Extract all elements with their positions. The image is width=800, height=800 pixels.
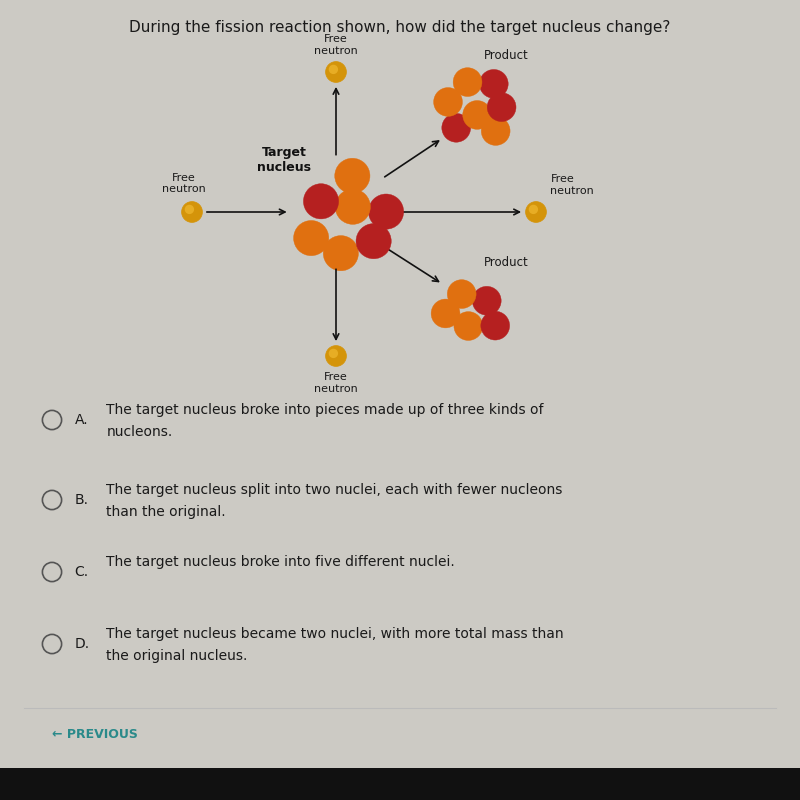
Circle shape xyxy=(481,311,510,340)
Circle shape xyxy=(479,70,508,98)
Text: D.: D. xyxy=(74,637,90,651)
Circle shape xyxy=(185,205,194,214)
Circle shape xyxy=(356,223,391,258)
Circle shape xyxy=(526,202,546,222)
Circle shape xyxy=(434,87,462,116)
Circle shape xyxy=(329,349,338,358)
Text: nucleons.: nucleons. xyxy=(106,425,173,439)
Circle shape xyxy=(294,221,329,256)
Text: Free
neutron: Free neutron xyxy=(314,372,358,394)
Circle shape xyxy=(334,158,370,194)
Circle shape xyxy=(326,62,346,82)
Circle shape xyxy=(453,68,482,97)
Text: C.: C. xyxy=(74,565,89,579)
Circle shape xyxy=(447,280,476,309)
Text: During the fission reaction shown, how did the target nucleus change?: During the fission reaction shown, how d… xyxy=(130,20,670,35)
Text: than the original.: than the original. xyxy=(106,505,226,519)
Text: Free
neutron: Free neutron xyxy=(550,174,594,196)
Circle shape xyxy=(442,114,470,142)
Circle shape xyxy=(482,117,510,146)
Circle shape xyxy=(487,93,516,122)
Circle shape xyxy=(462,101,491,130)
Circle shape xyxy=(329,65,338,74)
Text: B.: B. xyxy=(74,493,89,507)
Circle shape xyxy=(335,189,370,224)
Text: ← PREVIOUS: ← PREVIOUS xyxy=(52,728,138,741)
Circle shape xyxy=(529,205,538,214)
Circle shape xyxy=(182,202,202,222)
Text: The target nucleus split into two nuclei, each with fewer nucleons: The target nucleus split into two nuclei… xyxy=(106,482,562,497)
Text: The target nucleus became two nuclei, with more total mass than: The target nucleus became two nuclei, wi… xyxy=(106,626,564,641)
Circle shape xyxy=(326,346,346,366)
Circle shape xyxy=(454,312,482,341)
Text: Free
neutron: Free neutron xyxy=(162,173,206,194)
Text: The target nucleus broke into five different nuclei.: The target nucleus broke into five diffe… xyxy=(106,554,455,569)
Text: the original nucleus.: the original nucleus. xyxy=(106,649,248,663)
Circle shape xyxy=(369,194,404,230)
Text: Product: Product xyxy=(484,256,529,269)
Circle shape xyxy=(431,299,460,328)
Circle shape xyxy=(323,235,358,270)
Circle shape xyxy=(472,286,501,315)
Text: A.: A. xyxy=(74,413,88,427)
Text: Target
nucleus: Target nucleus xyxy=(257,146,311,174)
Text: The target nucleus broke into pieces made up of three kinds of: The target nucleus broke into pieces mad… xyxy=(106,402,544,417)
Text: Free
neutron: Free neutron xyxy=(314,34,358,56)
Text: Product: Product xyxy=(484,50,529,62)
Circle shape xyxy=(303,184,338,219)
Bar xyxy=(0,768,800,800)
